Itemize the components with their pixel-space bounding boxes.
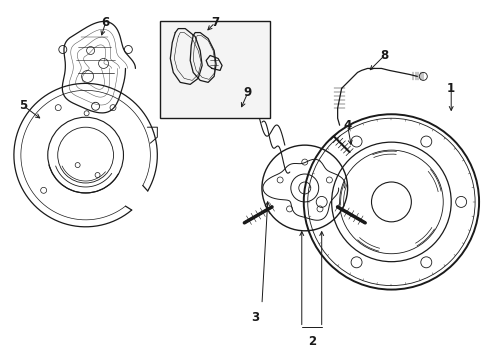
Text: 8: 8 bbox=[380, 49, 388, 62]
Text: 5: 5 bbox=[19, 99, 27, 112]
Text: 4: 4 bbox=[343, 119, 351, 132]
Text: 6: 6 bbox=[101, 16, 109, 29]
Text: 7: 7 bbox=[211, 16, 219, 29]
Bar bbox=[160, 21, 269, 118]
Text: 2: 2 bbox=[307, 335, 315, 348]
Text: 9: 9 bbox=[244, 86, 252, 99]
Text: 3: 3 bbox=[250, 311, 259, 324]
Text: 1: 1 bbox=[446, 82, 454, 95]
